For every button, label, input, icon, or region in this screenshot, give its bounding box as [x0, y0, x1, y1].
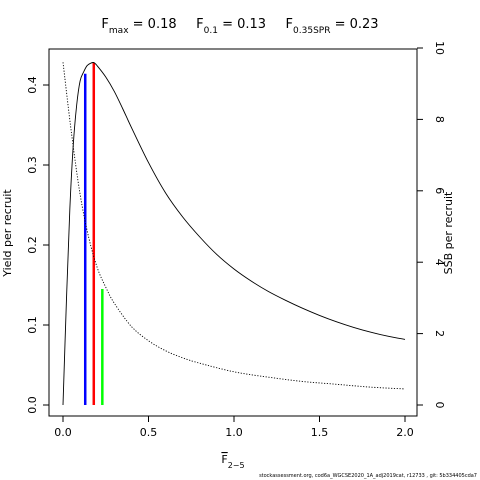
- x-tick-label: 0.0: [54, 426, 72, 439]
- y-right-tick-label: 2: [433, 330, 446, 337]
- y-left-tick-label: 0.1: [26, 316, 39, 334]
- x-tick-label: 0.5: [140, 426, 158, 439]
- footer-text: stockassessment.org, cod6a_WGCSE2020_1A_…: [259, 473, 477, 479]
- title-part-2-value: = 0.23: [330, 17, 378, 32]
- y-right-tick-label: 10: [433, 41, 446, 55]
- x-axis-label-base: F: [221, 453, 227, 466]
- y-axis-label-right: SSB per recruit: [442, 191, 455, 274]
- title-part-1-sub: 0.1: [204, 26, 218, 36]
- y-left-tick-label: 0.0: [26, 396, 39, 414]
- y-left-tick-label: 0.3: [26, 156, 39, 174]
- title-part-1-value: = 0.13: [218, 17, 266, 32]
- y-right-tick-label: 0: [433, 402, 446, 409]
- title-part-2-base: F: [266, 17, 293, 32]
- x-axis-label-sub: 2−5: [228, 461, 245, 470]
- y-left-tick-label: 0.2: [26, 236, 39, 254]
- title-part-0-sub: max: [109, 26, 129, 36]
- y-axis-label-left: Yield per recruit: [1, 189, 14, 278]
- y-right-tick-label: 6: [433, 187, 446, 194]
- y-axis-left: 0.0 0.1 0.2 0.3 0.4: [26, 76, 49, 414]
- x-tick-label: 1.5: [311, 426, 329, 439]
- y-right-tick-label: 8: [433, 116, 446, 123]
- title-part-0-value: = 0.18: [129, 17, 177, 32]
- x-tick-label: 2.0: [396, 426, 414, 439]
- x-tick-label: 1.0: [225, 426, 243, 439]
- x-axis-label: F2−5: [221, 453, 244, 470]
- ssb-per-recruit-line: [62, 62, 406, 390]
- title-part-1-base: F: [177, 17, 204, 32]
- title-part-2-sub: 0.35SPR: [293, 26, 330, 36]
- y-axis-right: 0 2 4 6 8 10: [417, 41, 446, 409]
- chart-title: Fmax = 0.18 F0.1 = 0.13 F0.35SPR = 0.23: [101, 17, 378, 36]
- title-part-0-base: F: [101, 17, 108, 32]
- plot-frame: [48, 48, 418, 417]
- plot-area: [62, 62, 406, 406]
- x-axis: 0.0 0.5 1.0 1.5 2.0: [54, 416, 414, 439]
- y-right-tick-label: 4: [433, 259, 446, 266]
- yield-per-recruit-line: [62, 62, 406, 406]
- y-left-tick-label: 0.4: [26, 76, 39, 94]
